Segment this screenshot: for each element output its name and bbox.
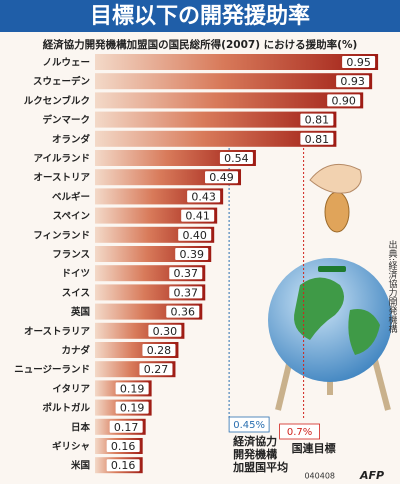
- value-label-box: [175, 248, 209, 260]
- value-label: 0.39: [179, 248, 204, 261]
- bar: [95, 130, 337, 147]
- category-label: フィンランド: [33, 230, 90, 241]
- bar: [95, 169, 242, 186]
- value-label: 0.16: [111, 440, 136, 453]
- value-label: 0.95: [346, 56, 371, 69]
- category-label: ノルウェー: [42, 58, 90, 69]
- reference-text: 開発機構: [233, 447, 277, 461]
- value-label-box: [181, 209, 215, 222]
- value-label-box: [109, 420, 143, 433]
- value-label: 0.90: [331, 94, 356, 107]
- category-label: オーストリア: [33, 173, 90, 184]
- category-label: ポルトガル: [42, 402, 90, 414]
- value-label: 0.37: [174, 267, 199, 280]
- category-label: ドイツ: [61, 269, 90, 280]
- value-label-box: [169, 267, 203, 280]
- category-label: 日本: [71, 421, 91, 433]
- bar: [95, 111, 337, 128]
- value-label-box: [300, 132, 334, 145]
- value-label-box: [148, 324, 182, 337]
- value-label-box: [106, 440, 140, 452]
- value-label-box: [219, 152, 253, 164]
- value-label: 0.40: [182, 229, 207, 242]
- value-label-box: [327, 94, 361, 107]
- credit: AFP: [359, 469, 384, 482]
- value-label: 0.81: [305, 133, 330, 146]
- value-label: 0.81: [305, 114, 330, 127]
- category-label: ベルギー: [52, 191, 90, 203]
- value-label: 0.28: [147, 344, 172, 357]
- category-label: スペイン: [53, 211, 90, 222]
- reference-text: 加盟国平均: [232, 460, 288, 474]
- value-label-box: [115, 401, 149, 414]
- value-label-box: [300, 113, 334, 126]
- value-label: 0.19: [120, 382, 145, 395]
- source-note: 出典:経済協力開発機構: [387, 239, 398, 334]
- value-label-box: [115, 382, 149, 395]
- category-label: デンマーク: [42, 114, 90, 126]
- value-label-box: [139, 363, 173, 376]
- category-label: アイルランド: [33, 154, 90, 165]
- reference-label: 0.45%: [233, 420, 265, 431]
- category-label: 米国: [70, 460, 90, 472]
- category-label: ルクセンブルク: [24, 95, 90, 107]
- bar: [95, 73, 373, 90]
- category-label: オーストラリア: [24, 326, 91, 337]
- value-label: 0.16: [111, 459, 136, 472]
- value-label: 0.54: [224, 152, 249, 165]
- value-label-box: [169, 286, 203, 299]
- value-label: 0.30: [153, 325, 178, 338]
- category-label: スイス: [62, 288, 90, 299]
- footer-code: 040408: [304, 472, 335, 481]
- bar: [95, 92, 364, 109]
- value-label: 0.36: [171, 306, 196, 319]
- category-label: イタリア: [52, 383, 90, 395]
- chart-subtitle: 経済協力開発機構加盟国の国民総所得(2007) における援助率(%): [43, 38, 358, 51]
- globe-illustration: [268, 163, 392, 411]
- reference-label: 0.7%: [287, 427, 312, 438]
- category-label: ギリシャ: [52, 441, 90, 453]
- value-label: 0.19: [120, 402, 145, 415]
- value-label-box: [178, 228, 212, 241]
- category-label: カナダ: [61, 345, 90, 357]
- value-label-box: [106, 459, 140, 472]
- category-label: ニュージーランド: [14, 365, 90, 376]
- reference-text: 経済協力: [233, 434, 277, 448]
- value-label-box: [166, 305, 200, 318]
- value-label: 0.49: [209, 171, 234, 184]
- value-label: 0.37: [174, 286, 199, 299]
- category-label: スウェーデン: [33, 76, 90, 88]
- title-bar: [0, 0, 400, 32]
- value-label-box: [187, 190, 221, 203]
- reference-text: 国連目標: [292, 441, 336, 455]
- category-label: オランダ: [52, 133, 91, 145]
- value-label-box: [205, 171, 239, 184]
- value-label-box: [342, 56, 376, 68]
- value-label: 0.43: [191, 190, 216, 203]
- chart-title: 目標以下の開発援助率: [90, 3, 310, 29]
- value-label: 0.17: [114, 421, 139, 434]
- value-label: 0.41: [185, 210, 210, 223]
- category-label: 英国: [71, 306, 90, 318]
- reference-label-box: [279, 423, 321, 440]
- reference-label-box: [228, 416, 270, 433]
- value-label: 0.93: [340, 75, 365, 88]
- value-label: 0.27: [144, 363, 169, 376]
- bar: [95, 150, 256, 166]
- bar: [95, 54, 379, 70]
- category-label: フランス: [52, 250, 90, 261]
- value-label-box: [336, 75, 370, 88]
- value-label-box: [142, 344, 176, 356]
